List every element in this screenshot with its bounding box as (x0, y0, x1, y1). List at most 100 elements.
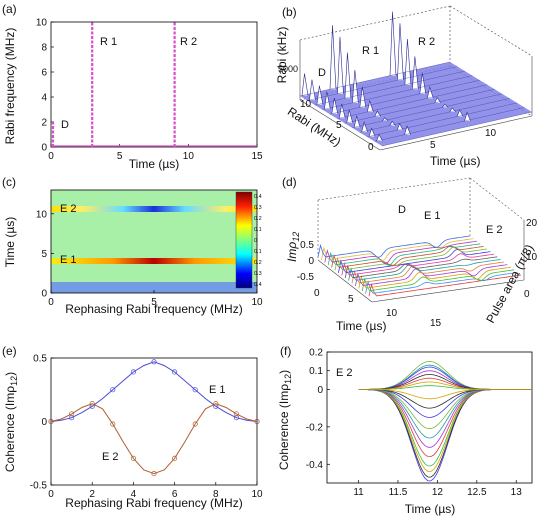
panel-d-annot-e1: E 1 (424, 210, 441, 222)
panel-e-point (110, 421, 116, 427)
panel-c-colorbar (235, 191, 253, 289)
panel-b-ytick-5: 5 (336, 120, 342, 131)
panel-d-ztick-10: 10 (526, 252, 538, 263)
panel-e-xtick-label: 0 (48, 489, 54, 500)
panel-c-annot-e1: E 1 (60, 254, 77, 266)
panel-a-ytick-label: 0 (41, 143, 47, 154)
panel-d-trace (361, 269, 515, 292)
panel-d-ytick-0: 0 (308, 256, 314, 267)
panel-b-mesh (381, 111, 533, 147)
panel-e-point (110, 387, 116, 393)
panel-a-ylabel: Rabi frequency (MHz) (3, 28, 17, 145)
panel-b-spike (374, 110, 381, 117)
panel-e-xlabel: Rephasing Rabi frequency (MHz) (65, 496, 242, 510)
panel-b: (b) D R 1 R 2 Rabi (kHz) 5000 Rabi (MHz)… (275, 5, 533, 168)
panel-b-spike (359, 86, 367, 108)
panel-a-ytick-label: 2 (41, 118, 47, 129)
panel-b-spike (404, 38, 412, 85)
panel-f-ytick-label: -0.2 (306, 422, 324, 433)
panel-d-trace (334, 246, 488, 271)
panel-a-xtick-label: 0 (48, 151, 54, 162)
panel-a-pulses (51, 22, 257, 147)
panel-b-spike (346, 109, 354, 123)
panel-f-xtick-label: 12.5 (467, 487, 487, 498)
panel-e-point (192, 387, 198, 393)
panel-e-point (151, 471, 157, 477)
panel-e-xtick-label: 10 (251, 489, 263, 500)
panel-e-point (172, 455, 178, 461)
panel-f: (f) 11 11.5 12 12.5 13 0.2 0.1 0 -0.2 -0.4 E 2 Ti… (277, 344, 533, 516)
svg-text:Coherence (Imρ12): Coherence (Imρ12) (277, 370, 293, 470)
panel-d-ylabel-main: Imρ (285, 242, 299, 262)
panel-d-trace (317, 235, 471, 258)
panel-b-spike (404, 124, 411, 135)
panel-b-mesh (314, 70, 465, 106)
panel-e-series (48, 359, 260, 477)
panel-a-xtick-label: 5 (117, 151, 123, 162)
panel-c-colorbar-tick: 0.1 (254, 249, 262, 255)
panel-c-colorbar-tick: 0.3 (254, 271, 262, 277)
panel-f-series (358, 360, 532, 482)
panel-c-ytick-label: 0 (41, 289, 47, 300)
panel-e-ticks: 0 2 4 6 8 10-0.500.5 (30, 354, 263, 501)
panel-e-point (69, 411, 75, 417)
panel-f-ytick-label: -0.4 (306, 460, 324, 471)
panel-e-ylabel-sub: 12 (9, 376, 19, 386)
panel-d-box (317, 177, 525, 260)
panel-e-point (151, 359, 157, 365)
panel-b-spike (301, 73, 309, 96)
panel-a-ticks: 0 5 10 15 0 2 4 6 8 10 (36, 18, 263, 163)
panel-a-ytick-label: 6 (41, 68, 47, 79)
panel-a-xlabel: Time (µs) (129, 157, 179, 171)
panel-d-ytick-0.5: 0.5 (300, 240, 314, 251)
panel-e-point (192, 421, 198, 427)
panel-e-ytick-label: 0 (41, 417, 47, 428)
panel-f-ylabel-end: ) (277, 370, 291, 374)
panel-c-xtick-label: 5 (151, 297, 157, 308)
panel-e-point (69, 415, 75, 421)
panel-b-spike (396, 122, 404, 131)
panel-d-xlabel: Time (µs) (336, 319, 386, 333)
panel-a-ytick-label: 8 (41, 43, 47, 54)
panel-f-xtick-label: 13 (511, 487, 523, 498)
panel-b-spike (329, 25, 337, 90)
panel-e: (e) 0 2 4 6 8 10-0.500.5 E 1 E 2 Rephasing Ra… (2, 344, 263, 510)
panel-e-series-line (50, 403, 258, 475)
panel-c-ylabel: Time (µs) (3, 217, 17, 267)
panel-b-spike (389, 11, 397, 76)
panel-f-label: (f) (280, 344, 291, 358)
panel-d-trace (355, 264, 508, 286)
panel-f-trace (358, 389, 532, 448)
panel-f-trace (358, 389, 532, 439)
panel-f-ytick-label: 0.1 (309, 366, 323, 377)
panel-d-label: (d) (282, 175, 297, 189)
panel-b-xlabel: Time (µs) (430, 154, 480, 168)
panel-e-ylabel: Coherence (Imρ12) (3, 372, 19, 472)
panel-c-xtick-label: 0 (48, 297, 54, 308)
pulse-label-d: D (61, 119, 69, 131)
panel-c-colorbar-tick: 0.4 (254, 282, 262, 288)
panel-b-mesh (367, 102, 518, 138)
panel-e-label: (e) (2, 344, 17, 358)
panel-e-point (48, 418, 54, 425)
panel-f-ytick-label: 0 (317, 385, 323, 396)
pulse-label-r1: R 1 (100, 36, 117, 48)
panel-b-spike (412, 56, 419, 90)
panel-b-spike (361, 121, 368, 133)
panel-e-ytick-label: 0.5 (33, 354, 47, 365)
panel-d-trace (358, 266, 511, 289)
panel-b-spike (331, 97, 339, 114)
panel-d-ztick-20: 20 (526, 218, 538, 229)
panel-c-colorbar-ticks: 0.4 0.3 0.2 0.1 0 0.1 0.2 0.3 0.4 (254, 194, 262, 288)
panel-e-point (172, 369, 178, 375)
panel-b-spike (338, 103, 346, 119)
svg-text:Imρ12: Imρ12 (285, 232, 301, 262)
panel-b-mesh (344, 89, 495, 124)
panel-b-ztick: 5000 (278, 64, 298, 74)
panel-d-trace (331, 245, 484, 268)
panel-d-trace (351, 261, 505, 284)
panel-f-trace (358, 364, 532, 390)
panel-f-trace (358, 377, 532, 390)
panel-f-trace (358, 389, 532, 467)
panel-c-base-band (51, 282, 257, 293)
